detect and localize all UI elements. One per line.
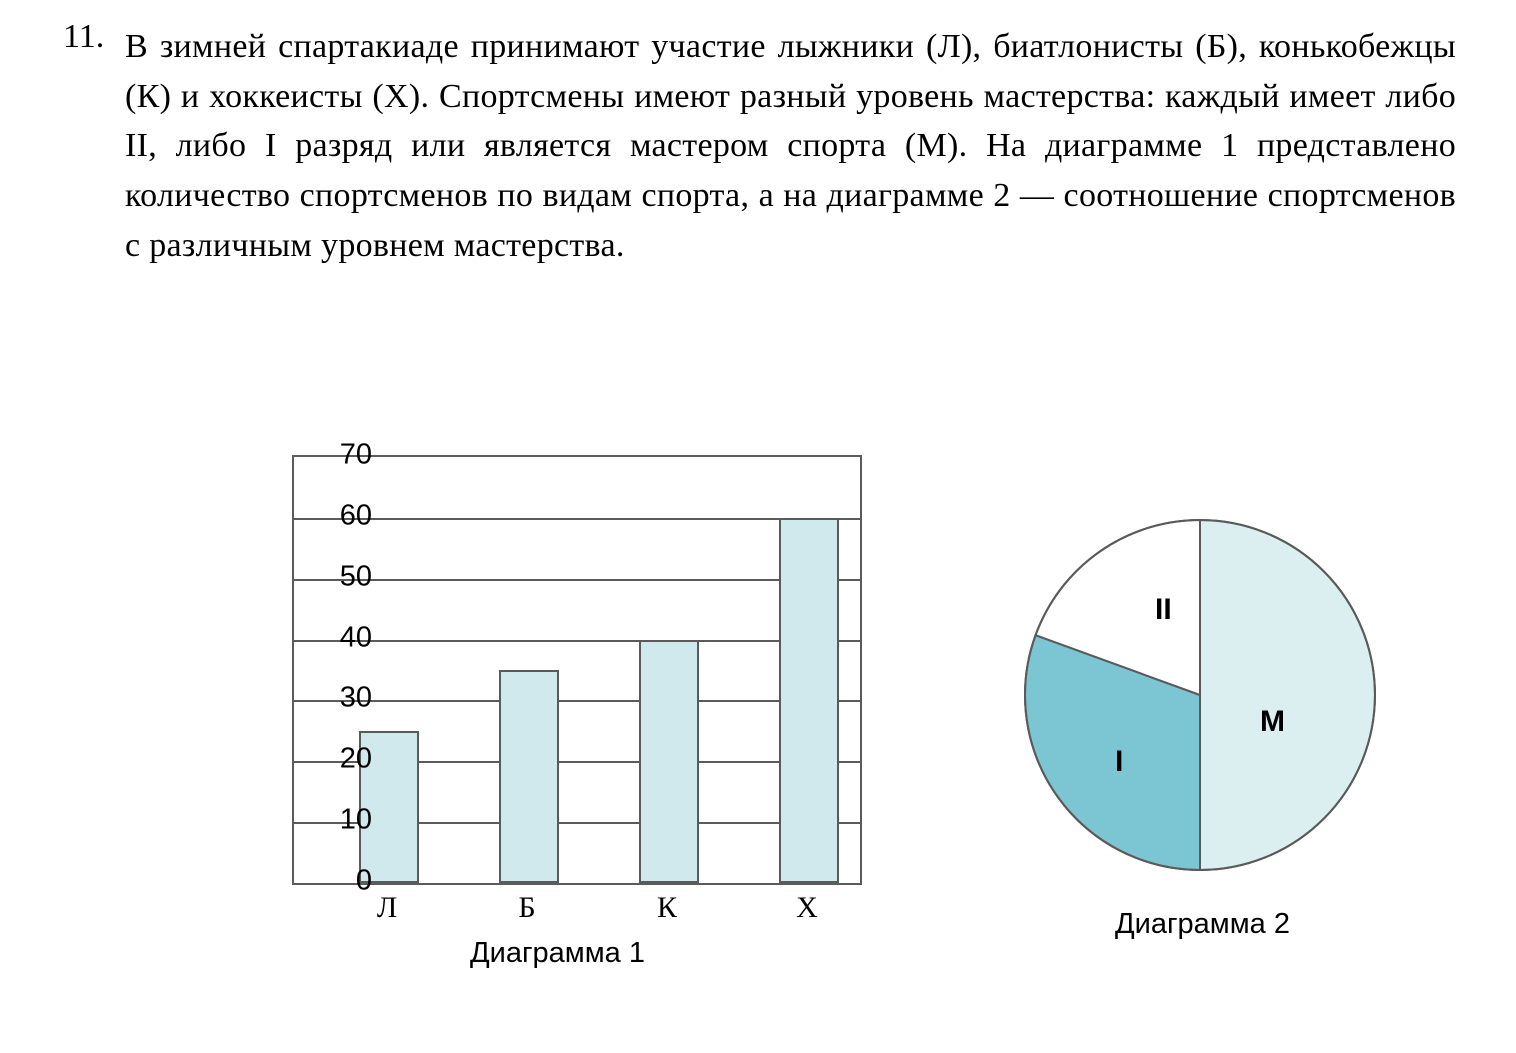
charts-area: Диаграмма 1 010203040506070ЛБКХ M I II Д… (60, 445, 1456, 1005)
bar-chart: Диаграмма 1 010203040506070ЛБКХ (210, 445, 870, 985)
bar-y-tick-label: 50 (312, 560, 372, 593)
bar-x-label-Х: Х (777, 891, 837, 925)
pie-chart-caption: Диаграмма 2 (1115, 908, 1290, 941)
bar-gridline (294, 700, 860, 702)
bar-plot-area (292, 455, 862, 885)
bar-x-label-К: К (637, 891, 697, 925)
bar-Х (779, 518, 839, 883)
bar-y-tick-label: 60 (312, 499, 372, 532)
bar-К (639, 640, 699, 883)
bar-x-label-Л: Л (357, 891, 417, 925)
bar-y-tick-label: 40 (312, 621, 372, 654)
page-root: 11. В зимней спартакиаде принимают участ… (0, 0, 1516, 1053)
problem-text: В зимней спартакиаде принимают участие л… (125, 22, 1456, 270)
bar-gridline (294, 518, 860, 520)
problem-number: 11. (63, 18, 104, 56)
pie-slice-M (1200, 520, 1375, 870)
bar-y-tick-label: 70 (312, 439, 372, 472)
bar-gridline (294, 640, 860, 642)
bar-chart-caption: Диаграмма 1 (470, 937, 645, 970)
bar-x-label-Б: Б (497, 891, 557, 925)
bar-y-tick-label: 10 (312, 804, 372, 837)
pie-slice-label-m: M (1260, 705, 1285, 739)
pie-slice-label-i: I (1115, 745, 1123, 779)
pie-slice-label-ii: II (1155, 593, 1172, 627)
pie-chart-svg (1020, 515, 1380, 875)
bar-Б (499, 670, 559, 883)
pie-chart: M I II Диаграмма 2 (1020, 515, 1380, 965)
bar-y-tick-label: 30 (312, 682, 372, 715)
bar-gridline (294, 579, 860, 581)
bar-y-tick-label: 20 (312, 743, 372, 776)
